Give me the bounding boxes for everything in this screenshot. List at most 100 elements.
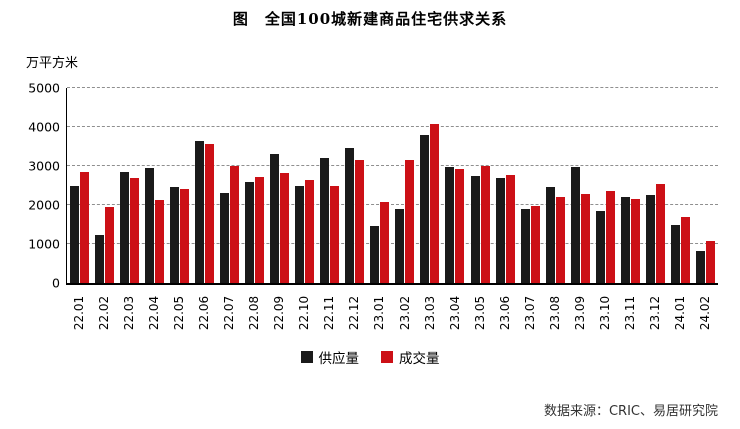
x-tick-cell: 22.12 [342,289,367,337]
bar-supply [195,140,205,283]
x-tick-label: 23.12 [648,295,663,331]
bar-group [693,88,718,283]
x-tick-label: 22.12 [347,295,362,331]
bar-transactions [105,206,115,283]
y-tick-label: 5000 [28,80,60,96]
bar-transactions [280,173,290,283]
bar-group [292,88,317,283]
bar-supply [245,181,255,283]
bar-transactions [430,124,440,283]
x-tick-cell: 23.12 [643,289,668,337]
x-tick-cell: 22.06 [191,289,216,337]
x-tick-cell: 23.09 [568,289,593,337]
x-tick-label: 22.08 [247,295,262,331]
x-tick-cell: 23.01 [367,289,392,337]
x-tick-label: 23.06 [497,295,512,331]
x-tick-cell: 23.07 [517,289,542,337]
x-tick-label: 23.02 [397,295,412,331]
y-axis-title: 万平方米 [26,56,79,71]
bar-supply [570,166,580,283]
bar-group [442,88,467,283]
x-tick-cell: 22.07 [216,289,241,337]
bar-transactions [205,143,215,283]
legend-item: 成交量 [381,347,440,367]
bar-supply [70,185,80,283]
x-tick-label: 22.09 [272,295,287,331]
bar-supply [320,158,330,283]
x-tick-cell: 22.09 [267,289,292,337]
bar-group [242,88,267,283]
x-tick-label: 23.10 [598,295,613,331]
bar-supply [545,187,555,283]
bar-transactions [605,191,615,283]
bar-transactions [630,199,640,283]
bar-transactions [480,166,490,283]
bar-transactions [530,205,540,283]
y-tick-label: 1000 [28,236,60,252]
x-tick-label: 23.07 [522,295,537,331]
bar-transactions [680,216,690,283]
bar-supply [370,226,380,283]
x-tick-label: 23.09 [573,295,588,331]
x-tick-label: 23.04 [447,295,462,331]
legend-label: 成交量 [399,351,440,367]
bar-transactions [580,194,590,283]
bar-group [192,88,217,283]
bar-transactions [230,166,240,283]
x-tick-label: 23.03 [422,295,437,331]
x-tick-label: 22.03 [121,295,136,331]
bar-transactions [655,183,665,283]
bar-transactions [180,189,190,283]
bar-supply [520,208,530,283]
gridline [67,165,718,166]
x-tick-cell: 22.11 [317,289,342,337]
bar-group [367,88,392,283]
x-tick-label: 23.05 [472,295,487,331]
x-tick-cell: 23.04 [442,289,467,337]
x-tick-cell: 23.10 [593,289,618,337]
bar-supply [120,171,130,283]
bar-group [618,88,643,283]
x-axis-labels: 22.01 22.02 22.03 22.04 22.05 22.06 22.07 22.08… [66,289,718,337]
bar-supply [295,186,305,283]
bar-group [92,88,117,283]
x-tick-label: 22.11 [322,295,337,331]
bar-supply [270,154,280,283]
x-tick-label: 22.02 [96,295,111,331]
bar-supply [645,195,655,283]
source-note: 数据来源：CRIC、易居研究院 [543,404,718,419]
bar-transactions [380,201,390,283]
x-tick-cell: 24.01 [668,289,693,337]
x-tick-label: 23.08 [548,295,563,331]
bar-group [67,88,92,283]
bar-supply [395,208,405,283]
x-tick-label: 22.07 [222,295,236,331]
bar-supply [495,177,505,283]
bar-group [317,88,342,283]
x-tick-cell: 23.06 [492,289,517,337]
bar-group [392,88,417,283]
bar-group [342,88,367,283]
bar-transactions [705,241,715,283]
bar-group [417,88,442,283]
bar-group [568,88,593,283]
x-tick-cell: 23.02 [392,289,417,337]
bar-group [493,88,518,283]
x-tick-label: 22.01 [71,295,86,331]
legend: 供应量 成交量 [0,347,740,367]
legend-swatch [300,351,313,363]
x-tick-cell: 23.08 [542,289,567,337]
bar-supply [95,235,105,283]
bar-supply [445,166,455,283]
bar-group [543,88,568,283]
x-tick-label: 24.02 [698,295,713,331]
bar-group [142,88,167,283]
bar-group [267,88,292,283]
x-tick-label: 22.04 [146,295,161,331]
bar-group [668,88,693,283]
gridline [67,243,718,244]
bar-supply [470,175,480,283]
bar-group [643,88,668,283]
bars [67,88,718,283]
bar-transactions [555,197,565,283]
